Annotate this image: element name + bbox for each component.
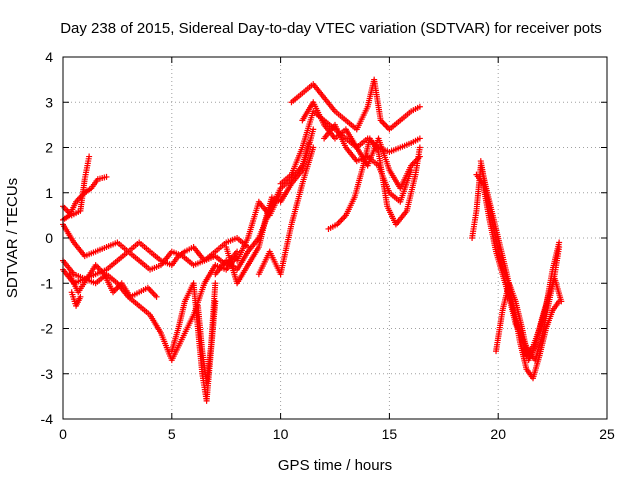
- data-point: [416, 103, 423, 110]
- series-12: [255, 144, 317, 278]
- y-tick-label: 0: [45, 230, 53, 246]
- data-point: [556, 239, 563, 246]
- series-2: [60, 221, 251, 273]
- data-point: [416, 135, 423, 142]
- y-tick-label: 1: [45, 185, 53, 201]
- series-1: [60, 153, 93, 219]
- y-tick-label: 2: [45, 140, 53, 156]
- y-tick-label: -3: [41, 366, 54, 382]
- data-point: [86, 153, 93, 160]
- data-point: [77, 293, 84, 300]
- y-tick-label: -2: [41, 321, 54, 337]
- y-tick-label: -1: [41, 275, 54, 291]
- x-tick-label: 20: [490, 426, 506, 442]
- chart-title: Day 238 of 2015, Sidereal Day-to-day VTE…: [60, 20, 602, 37]
- data-point: [277, 189, 284, 196]
- x-tick-label: 0: [59, 426, 67, 442]
- series-6: [68, 289, 84, 309]
- data-point: [103, 173, 110, 180]
- x-tick-label: 10: [273, 426, 289, 442]
- y-tick-label: -4: [41, 411, 54, 427]
- data-point: [558, 298, 565, 305]
- y-axis-label: SDTVAR / TECUs: [4, 178, 21, 298]
- series-10: [223, 126, 317, 287]
- data-point: [212, 280, 219, 287]
- data-point: [408, 167, 415, 174]
- x-tick-label: 15: [382, 426, 398, 442]
- series-11: [234, 189, 284, 264]
- series-17: [325, 135, 423, 232]
- x-axis-label: GPS time / hours: [278, 457, 392, 474]
- series-14: [288, 76, 423, 133]
- y-tick-label: 4: [45, 49, 53, 65]
- x-tick-label: 5: [168, 426, 176, 442]
- x-tick-label: 25: [599, 426, 615, 442]
- series-8: [194, 280, 219, 386]
- data-point: [310, 126, 317, 133]
- axis-ticks: 0 5 10 15 20 25 -4 -3 -2 -1 0 1 2 3 4: [41, 49, 615, 442]
- data-point: [310, 144, 317, 151]
- series-3: [60, 239, 241, 282]
- data-point: [416, 144, 423, 151]
- data-points: [60, 76, 565, 404]
- data-point: [153, 293, 160, 300]
- series-5: [66, 262, 160, 300]
- series-21: [493, 275, 565, 364]
- y-tick-label: 3: [45, 94, 53, 110]
